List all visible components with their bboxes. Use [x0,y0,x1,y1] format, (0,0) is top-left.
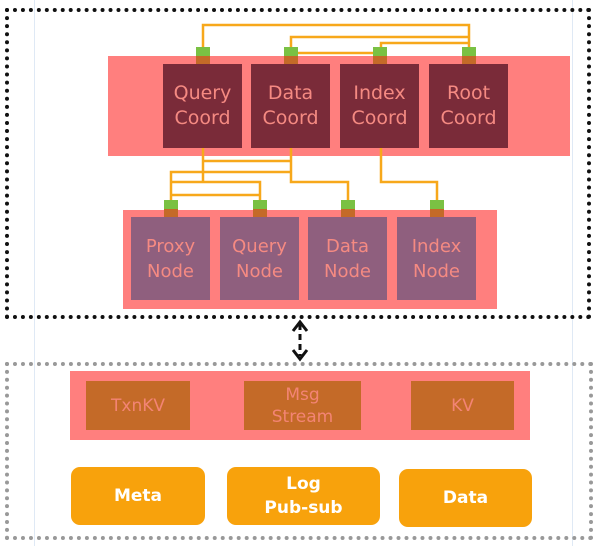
storage-box-label: TxnKV [111,395,165,416]
storage-box: Msg Stream [244,381,361,430]
wire [289,148,350,201]
worker-node-box-label: Data Node [324,235,371,282]
coordinator-box-label: Query Coord [173,82,232,129]
worker-node-box-label: Proxy Node [145,235,196,282]
connector-port [164,200,178,209]
wire [169,170,291,201]
tier-box: Log Pub-sub [227,467,380,525]
connector-port [253,209,267,217]
worker-node-box-label: Query Node [232,235,287,282]
guide-line [572,0,573,546]
connector-port [253,200,267,209]
storage-layer-frame [5,362,593,540]
connector-port [462,56,476,64]
connector-port [430,209,444,217]
tier-box-label: Meta [113,486,163,506]
coordinator-box-label: Root Coord [440,82,497,129]
worker-node-box: Query Node [220,217,299,300]
connector-port [196,56,210,64]
coordinator-box: Index Coord [340,64,419,148]
connector-port [196,47,210,56]
worker-node-box: Data Node [308,217,387,300]
compute-layer-frame [5,8,591,319]
guide-line [34,0,35,546]
connector-port [341,200,355,209]
coordinator-box: Data Coord [251,64,330,148]
storage-box: KV [411,381,514,430]
connector-port [462,47,476,56]
connector-port [373,56,387,64]
connector-port [341,209,355,217]
worker-node-box: Index Node [397,217,476,300]
storage-box-label: KV [451,395,474,416]
tier-box: Data [399,469,532,527]
connector-port [284,56,298,64]
wire [289,35,469,48]
wire [379,41,469,48]
wire [379,148,439,201]
worker-node-box: Proxy Node [131,217,210,300]
worker-node-box-label: Index Node [411,235,462,282]
coordinator-box-label: Data Coord [262,82,319,129]
connector-port [284,47,298,56]
coordinator-box: Root Coord [429,64,508,148]
tier-box-label: Log Pub-sub [264,474,343,518]
connector-port [373,47,387,56]
connector-port [164,209,178,217]
coordinator-box: Query Coord [163,64,242,148]
connector-port [430,200,444,209]
wire [171,180,262,201]
tier-box: Meta [71,467,205,525]
tier-box-label: Data [442,488,489,508]
bidirectional-arrow [291,319,309,362]
storage-box-label: Msg Stream [271,384,334,427]
coordinator-box-label: Index Coord [351,82,408,129]
storage-box: TxnKV [86,381,190,430]
